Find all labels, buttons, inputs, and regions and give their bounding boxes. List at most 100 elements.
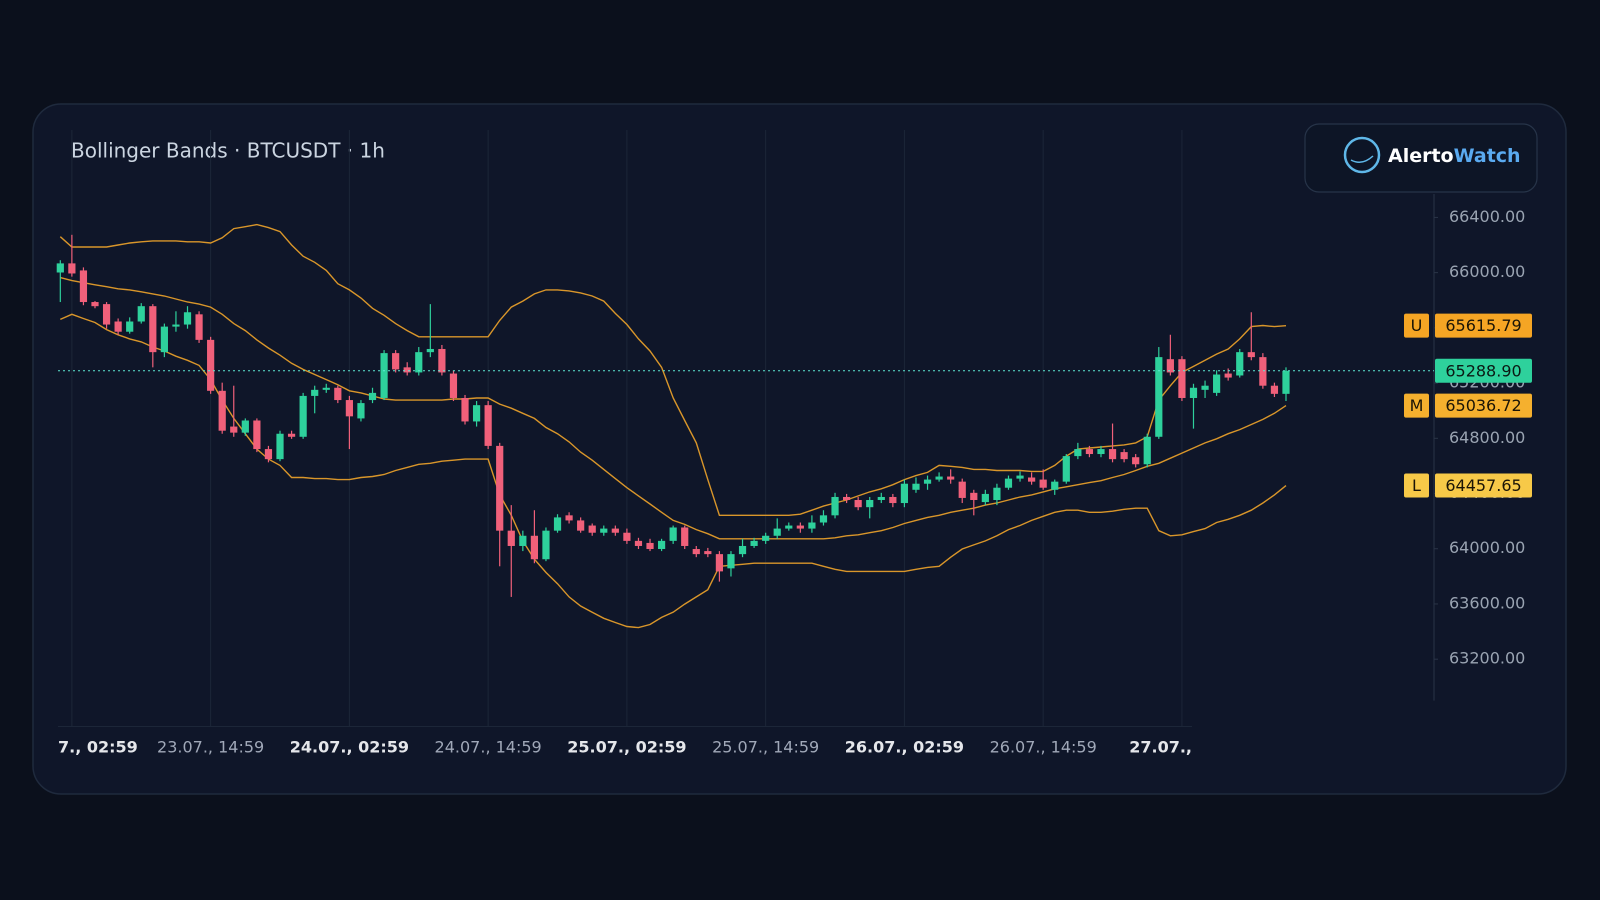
candle-body <box>553 517 562 531</box>
candle-body <box>496 445 504 531</box>
candle-body <box>1224 373 1232 378</box>
candle-body <box>923 479 932 484</box>
x-tick-label: 26.07., 02:59 <box>845 738 964 757</box>
candle-body <box>796 525 804 529</box>
x-tick-label: 24.07., 02:59 <box>290 738 409 757</box>
y-tick-label: 63600.00 <box>1449 593 1525 612</box>
candle-body <box>623 532 631 541</box>
x-tick-label: 7., 02:59 <box>58 738 138 757</box>
candle-body <box>484 405 492 446</box>
card <box>32 103 1567 795</box>
candle-body <box>368 392 377 401</box>
band-badge-letter-box <box>1404 473 1429 498</box>
candle-body <box>68 263 76 274</box>
candle-body <box>322 387 330 390</box>
candle-body <box>947 476 955 480</box>
candle-body <box>877 496 885 501</box>
candle-body <box>1247 352 1255 358</box>
candle-body <box>634 540 643 546</box>
candle-body <box>785 525 793 529</box>
candle-body <box>183 312 192 325</box>
candle-body <box>438 348 446 373</box>
band-badge-letter-box <box>1404 313 1429 338</box>
candle-body <box>207 339 215 391</box>
band-badge-letter: M <box>1410 396 1424 415</box>
candle-body <box>577 520 585 531</box>
candle-body <box>1189 387 1198 398</box>
candle-body <box>750 540 758 546</box>
candle-body <box>56 263 64 273</box>
candle-body <box>195 314 203 340</box>
candle-body <box>889 496 897 504</box>
candle-body <box>1004 478 1013 488</box>
y-tick-label: 64000.00 <box>1449 538 1525 557</box>
candle-body <box>530 535 538 560</box>
brand-icon-swoosh <box>1350 155 1374 163</box>
candle-body <box>1259 357 1267 386</box>
candle-body <box>657 540 666 550</box>
candle-body <box>866 500 874 508</box>
band-badge <box>1435 473 1532 498</box>
band-badge <box>1435 393 1532 418</box>
candle-body <box>149 306 157 353</box>
candle-body <box>1085 449 1094 455</box>
candle-body <box>600 528 608 533</box>
candle-body <box>808 522 816 529</box>
candle-body <box>854 500 862 508</box>
x-tick-label: 24.07., 14:59 <box>435 738 542 757</box>
band-line <box>60 276 1287 540</box>
band-line <box>59 223 1287 516</box>
candle-body <box>1016 475 1024 479</box>
candle-body <box>264 449 273 460</box>
brand-box <box>1304 123 1538 193</box>
candle-body <box>276 433 284 460</box>
candle-body <box>819 515 828 523</box>
candle-body <box>542 530 550 560</box>
candle-body <box>958 481 966 498</box>
x-tick-label: 25.07., 02:59 <box>567 738 686 757</box>
band-badge <box>1435 313 1532 338</box>
band-badge-value: 65615.79 <box>1445 316 1521 335</box>
brand-second: Watch <box>1454 145 1521 167</box>
candle-body <box>935 476 943 480</box>
y-tick-label: 66000.00 <box>1449 262 1525 281</box>
candle-body <box>357 403 365 419</box>
candle-body <box>738 545 747 555</box>
candle-body <box>1108 449 1117 460</box>
band-badge-letter: L <box>1412 476 1421 495</box>
candle-body <box>704 551 712 555</box>
candle-body <box>241 420 249 433</box>
candle-body <box>160 326 168 353</box>
x-tick-label: 25.07., 14:59 <box>712 738 819 757</box>
candle-body <box>831 496 839 516</box>
candle-body <box>1143 436 1151 465</box>
candle-body <box>172 324 180 327</box>
candle-body <box>1201 385 1209 390</box>
candle-body <box>981 493 989 503</box>
candle-body <box>449 373 458 398</box>
x-tick-label: 26.07., 14:59 <box>990 738 1097 757</box>
y-tick-label: 64800.00 <box>1449 428 1525 447</box>
candle-body <box>727 554 735 569</box>
candle-body <box>842 496 851 501</box>
candle-body <box>565 515 573 521</box>
band-badge-value: 65036.72 <box>1445 396 1521 415</box>
candle-body <box>1097 449 1105 455</box>
candle-body <box>102 304 111 325</box>
candle-body <box>1062 456 1070 482</box>
candle-body <box>1051 481 1059 490</box>
candle-body <box>715 554 724 572</box>
candle-body <box>1282 370 1290 394</box>
candle-body <box>611 528 619 533</box>
candle-body <box>403 367 411 373</box>
candle-body <box>1166 359 1174 373</box>
band-badge-letter-box <box>1404 393 1429 418</box>
candle-body <box>392 353 400 370</box>
candle-body <box>692 549 700 555</box>
candle-body <box>114 321 122 332</box>
candle-body <box>912 483 920 490</box>
candle-body <box>253 420 261 450</box>
